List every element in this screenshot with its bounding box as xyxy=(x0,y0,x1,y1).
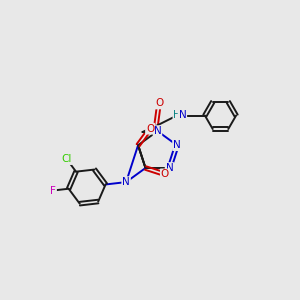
Text: N: N xyxy=(178,110,186,121)
Text: F: F xyxy=(50,185,56,196)
Text: Cl: Cl xyxy=(61,154,72,164)
Text: O: O xyxy=(161,169,169,179)
Text: N: N xyxy=(173,140,181,150)
Text: H: H xyxy=(173,110,181,121)
Text: N: N xyxy=(154,126,161,136)
Text: N: N xyxy=(166,163,173,173)
Text: O: O xyxy=(155,98,163,109)
Text: N: N xyxy=(122,177,130,187)
Text: O: O xyxy=(146,124,154,134)
